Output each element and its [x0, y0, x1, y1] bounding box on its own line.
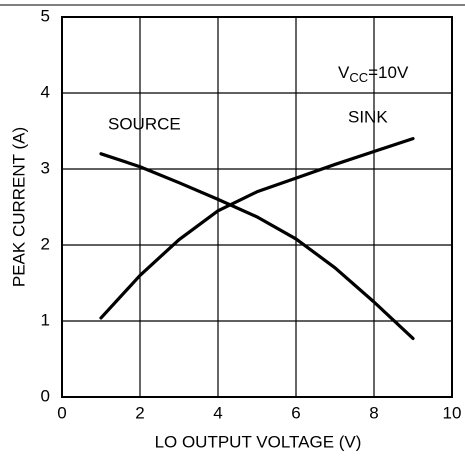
y-axis-label: PEAK CURRENT (A) — [9, 127, 28, 287]
series-label: SOURCE — [108, 114, 181, 133]
y-tick-label: 5 — [41, 6, 50, 25]
y-tick-label: 2 — [41, 234, 50, 253]
x-axis-label: LO OUTPUT VOLTAGE (V) — [155, 432, 362, 451]
y-tick-label: 4 — [41, 82, 50, 101]
series-line — [99, 152, 415, 341]
annotation-rest: =10V — [368, 63, 409, 82]
x-tick-label: 4 — [213, 403, 222, 422]
x-tick-label: 10 — [443, 403, 462, 422]
annotation: VCC=10V — [338, 63, 409, 85]
annotation-sub: CC — [349, 70, 368, 85]
series-line — [99, 137, 415, 320]
x-tick-label: 8 — [369, 403, 378, 422]
x-tick-label: 6 — [291, 403, 300, 422]
annotation-main: V — [338, 63, 350, 82]
y-tick-label: 3 — [41, 158, 50, 177]
y-tick-label: 1 — [41, 310, 50, 329]
series-label: SINK — [348, 107, 388, 126]
y-tick-label: 0 — [41, 386, 50, 405]
x-tick-label: 0 — [57, 403, 66, 422]
plot-frame — [61, 16, 453, 398]
x-tick-label: 2 — [135, 403, 144, 422]
